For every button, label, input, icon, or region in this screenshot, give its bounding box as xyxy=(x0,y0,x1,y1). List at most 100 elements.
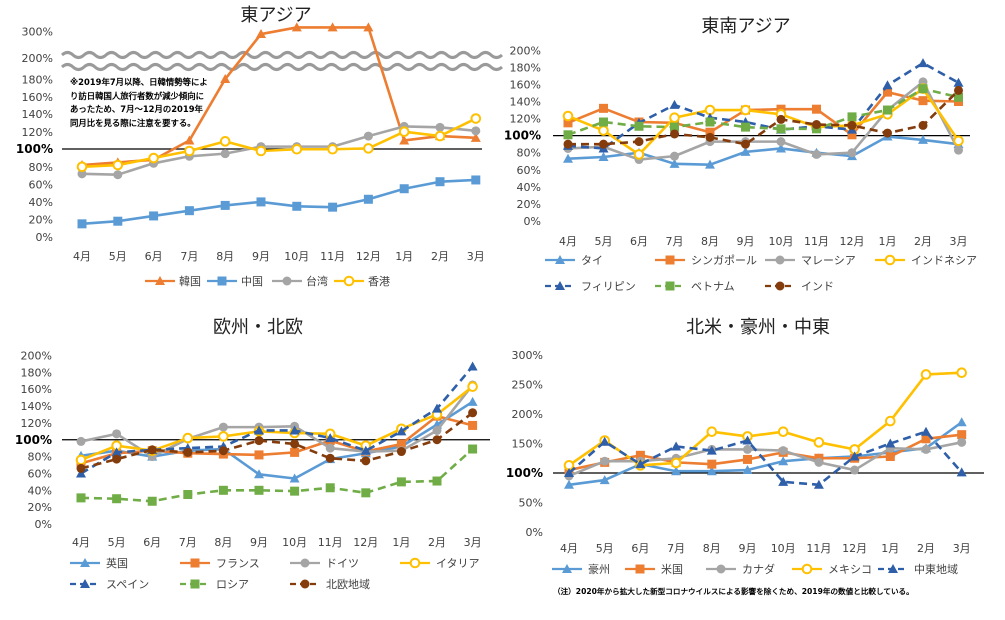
data-point xyxy=(776,124,786,134)
data-point xyxy=(956,467,967,477)
data-point xyxy=(325,453,335,463)
y-tick-label: 80% xyxy=(29,161,53,174)
x-tick-label: 1月 xyxy=(395,250,413,263)
x-tick-label: 8月 xyxy=(216,250,234,263)
legend-swatch-marker xyxy=(190,579,200,589)
data-point xyxy=(599,475,610,485)
y-tick-label: 140% xyxy=(22,108,53,121)
legend: 豪州 米国 カナダ メキシコ 中東地域 xyxy=(552,562,958,576)
data-point xyxy=(218,431,229,442)
series-line xyxy=(80,411,474,470)
data-point xyxy=(705,132,715,142)
data-point xyxy=(850,465,860,475)
x-tick-label: 8月 xyxy=(703,542,721,555)
data-point xyxy=(599,139,608,149)
data-point xyxy=(361,488,371,498)
data-point xyxy=(328,202,338,212)
series-ロシア xyxy=(76,444,478,506)
data-point xyxy=(849,451,860,461)
series-line xyxy=(567,87,959,137)
y-tick-label: 60% xyxy=(517,164,541,177)
data-point xyxy=(705,127,715,137)
x-tick-label: 12月 xyxy=(353,536,378,549)
data-point xyxy=(470,113,482,124)
legend-label: ベトナム xyxy=(691,280,735,293)
data-point xyxy=(327,143,338,155)
x-tick-label: 12月 xyxy=(356,250,381,263)
data-point xyxy=(220,200,230,210)
data-point xyxy=(113,170,123,180)
data-point xyxy=(957,437,967,447)
data-point xyxy=(468,408,478,418)
data-point xyxy=(953,77,964,87)
data-point xyxy=(291,22,302,32)
data-point xyxy=(467,361,478,371)
data-point xyxy=(634,137,644,147)
legend-label: 北欧地域 xyxy=(326,578,370,591)
legend-label: マレーシア xyxy=(801,254,856,267)
data-point xyxy=(885,415,896,427)
legend-label: 豪州 xyxy=(588,562,610,576)
legend-label: 中東地域 xyxy=(914,563,958,576)
data-point xyxy=(885,451,895,461)
data-point xyxy=(598,151,609,161)
data-point xyxy=(883,87,892,97)
y-tick-label: 120% xyxy=(510,113,541,126)
legend-swatch-marker xyxy=(555,255,565,264)
east-asia-note: ※2019年7月以降、日韓情勢等により訪日韓国人旅行者数が減少傾向にあったため、… xyxy=(70,77,208,128)
data-point xyxy=(289,473,300,483)
series-タイ xyxy=(563,131,964,169)
y-tick-label: 60% xyxy=(29,179,53,192)
data-point xyxy=(255,145,267,157)
data-point xyxy=(741,139,750,149)
data-point xyxy=(220,149,230,159)
data-point xyxy=(599,436,610,446)
data-point xyxy=(432,476,442,486)
data-point xyxy=(325,483,335,493)
legend-swatch-marker xyxy=(282,276,292,286)
data-point xyxy=(883,128,892,138)
y-tick-label: 60% xyxy=(28,467,52,480)
data-point xyxy=(705,117,715,127)
data-point xyxy=(112,429,122,439)
data-point xyxy=(670,129,679,139)
legend-swatch-marker xyxy=(665,281,675,291)
y-tick-label: 140% xyxy=(21,400,52,413)
data-point xyxy=(705,159,715,169)
series-line xyxy=(568,430,963,487)
data-point xyxy=(184,145,195,157)
y-tick-label: 120% xyxy=(22,126,53,139)
y-tick-label: 180% xyxy=(510,61,541,74)
y-tick-label: 150% xyxy=(512,438,543,451)
x-tick-label: 6月 xyxy=(143,536,161,549)
x-tick-label: 1月 xyxy=(881,542,899,555)
data-point xyxy=(432,425,442,435)
chart-3: 欧州・北欧 0% 20% 40% 60% 80% 100% 120% 140% 160% 180% 2… xyxy=(15,317,490,591)
legend-label: 英国 xyxy=(106,556,128,570)
data-point xyxy=(564,479,574,489)
data-point xyxy=(290,447,300,457)
data-point xyxy=(184,206,194,216)
data-point xyxy=(813,437,825,448)
data-point xyxy=(918,58,928,68)
legend-label: 米国 xyxy=(661,563,683,576)
data-point xyxy=(76,468,86,478)
data-point xyxy=(918,96,928,106)
data-point xyxy=(435,122,445,132)
x-tick-label: 10月 xyxy=(284,250,309,263)
y-tick-label: 20% xyxy=(28,501,52,514)
data-point xyxy=(778,476,789,486)
series-line xyxy=(567,61,960,150)
data-point xyxy=(635,459,646,469)
legend-label: フランス xyxy=(216,557,260,570)
data-point xyxy=(882,80,893,90)
data-point xyxy=(112,494,122,504)
y-tick-label: 250% xyxy=(512,379,543,392)
data-point xyxy=(918,84,928,94)
series-line xyxy=(80,384,474,458)
legend-swatch-marker xyxy=(888,564,898,573)
data-point xyxy=(634,121,644,131)
x-tick-label: 5月 xyxy=(595,235,613,248)
series-line xyxy=(81,125,476,176)
